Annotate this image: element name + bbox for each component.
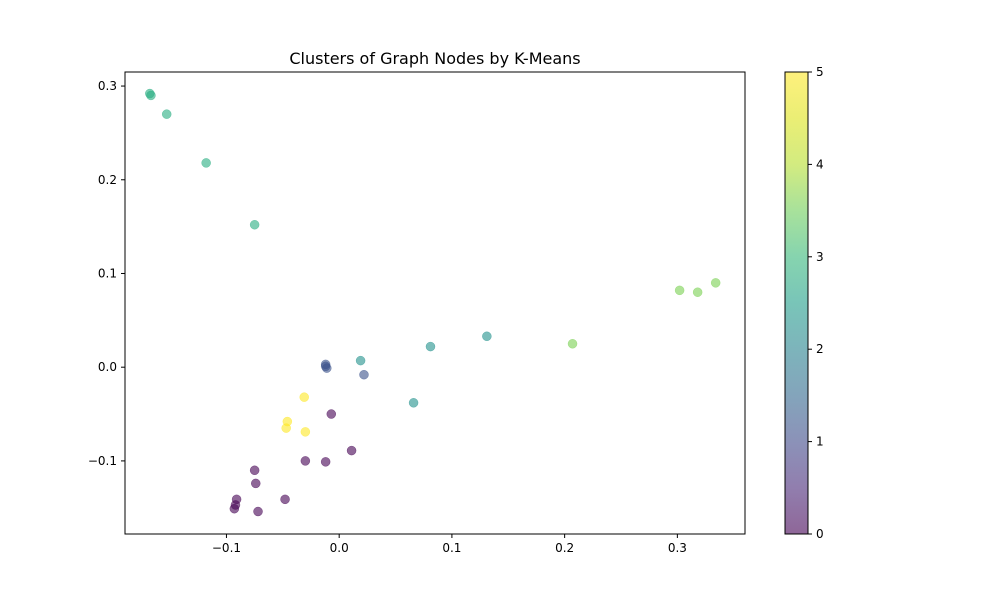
data-point <box>249 465 260 476</box>
data-point <box>229 503 240 514</box>
data-point <box>482 331 492 342</box>
data-point <box>692 287 703 297</box>
data-point <box>281 423 291 433</box>
data-point <box>567 339 578 349</box>
y-axis: −0.1 0.0 0.1 0.2 0.3 <box>88 79 125 468</box>
data-point <box>674 285 685 296</box>
data-point <box>300 427 311 437</box>
data-point <box>146 90 156 101</box>
data-point <box>326 409 337 419</box>
data-point <box>280 494 290 505</box>
x-tick-label: 0.0 <box>330 541 349 555</box>
colorbar-ticks: 0 1 2 3 4 5 <box>808 65 824 541</box>
colorbar-tick-label: 1 <box>816 435 824 449</box>
data-point <box>300 456 311 466</box>
x-tick-label: 0.2 <box>555 541 574 555</box>
colorbar-tick-label: 2 <box>816 342 824 356</box>
colorbar-tick-label: 5 <box>816 65 824 79</box>
y-tick-label: 0.3 <box>98 79 117 93</box>
data-point <box>346 445 357 456</box>
data-point <box>251 478 261 489</box>
data-point <box>710 278 721 288</box>
colorbar-frame <box>784 71 809 535</box>
data-point <box>359 369 369 380</box>
y-tick-label: −0.1 <box>88 454 117 468</box>
colorbar-gradient <box>785 72 808 534</box>
data-point <box>201 158 211 168</box>
data-point <box>408 398 419 408</box>
data-point <box>320 457 331 467</box>
colorbar-tick-label: 3 <box>816 250 824 264</box>
data-point <box>249 220 260 230</box>
colorbar-tick-label: 0 <box>816 527 824 541</box>
y-tick-label: 0.0 <box>98 360 117 374</box>
x-tick-label: 0.3 <box>668 541 687 555</box>
data-point <box>425 341 436 352</box>
data-point <box>299 392 309 402</box>
data-point <box>322 363 332 373</box>
x-tick-label: 0.1 <box>442 541 461 555</box>
data-point <box>253 506 263 517</box>
data-point <box>161 109 172 119</box>
colorbar-tick-label: 4 <box>816 157 824 171</box>
plot-frame <box>124 71 746 535</box>
data-point <box>355 355 366 366</box>
points-layer <box>145 88 721 517</box>
colorbar: 0 1 2 3 4 5 <box>784 65 824 541</box>
y-tick-label: 0.2 <box>98 173 117 187</box>
x-tick-label: −0.1 <box>212 541 241 555</box>
chart-title: Clusters of Graph Nodes by K-Means <box>289 49 580 68</box>
y-tick-label: 0.1 <box>98 266 117 280</box>
x-axis: −0.1 0.0 0.1 0.2 0.3 <box>212 534 687 555</box>
